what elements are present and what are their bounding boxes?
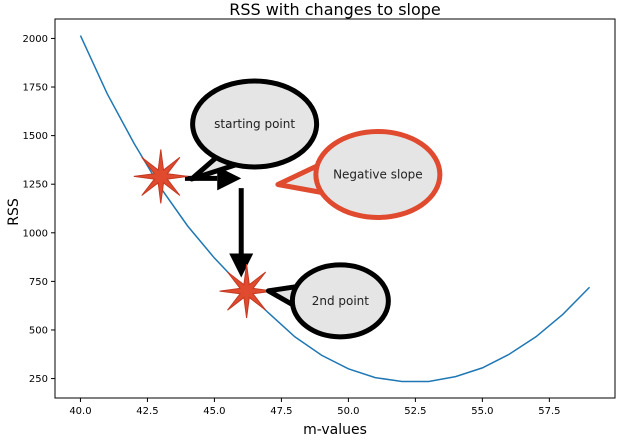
- arrow-head: [229, 253, 254, 278]
- y-tick-label: 250: [29, 374, 48, 385]
- speech-bubble-body: [313, 128, 443, 220]
- y-tick-label: 500: [29, 325, 48, 336]
- speech-bubble-text: 2nd point: [312, 294, 370, 308]
- x-tick-label: 57.5: [538, 406, 560, 417]
- arrow-head: [217, 166, 242, 191]
- y-tick-label: 2000: [23, 34, 48, 45]
- x-axis-ticks: 40.0 42.5 45.0 47.5 50.0 52.5 55.0 57.5: [69, 398, 560, 417]
- series-layer: [79, 35, 591, 383]
- speech-bubble-text: starting point: [214, 117, 295, 131]
- x-tick-label: 47.5: [270, 406, 292, 417]
- speech-bubble-body: [289, 262, 391, 340]
- y-tick-label: 1250: [23, 180, 48, 191]
- speech-bubble: starting point: [189, 78, 320, 182]
- speech-bubble: 2nd point: [265, 262, 391, 340]
- star-marker: [219, 264, 274, 319]
- y-tick-label: 1750: [23, 83, 48, 94]
- x-tick-label: 55.0: [471, 406, 493, 417]
- chart-title: RSS with changes to slope: [229, 0, 441, 19]
- y-tick-label: 750: [29, 277, 48, 288]
- speech-bubble-text: Negative slope: [333, 167, 423, 181]
- y-axis-ticks: 250 500 750 1000 1250 1500 1750 2000: [23, 34, 55, 385]
- y-axis-label: RSS: [6, 198, 22, 226]
- star-marker: [133, 149, 188, 204]
- x-tick-label: 52.5: [404, 406, 426, 417]
- x-tick-label: 40.0: [69, 406, 91, 417]
- y-tick-label: 1500: [23, 131, 48, 142]
- speech-bubble: Negative slope: [275, 128, 443, 220]
- annotation-layer: starting point Negative slope 2nd point: [133, 78, 443, 340]
- rss-series-line: [79, 35, 591, 383]
- x-tick-label: 45.0: [203, 406, 225, 417]
- plot-area-frame: [54, 18, 616, 399]
- x-tick-label: 42.5: [136, 406, 158, 417]
- y-tick-label: 1000: [23, 228, 48, 239]
- x-tick-label: 50.0: [337, 406, 359, 417]
- speech-bubble-body: [190, 78, 320, 170]
- x-axis-label: m-values: [303, 422, 367, 438]
